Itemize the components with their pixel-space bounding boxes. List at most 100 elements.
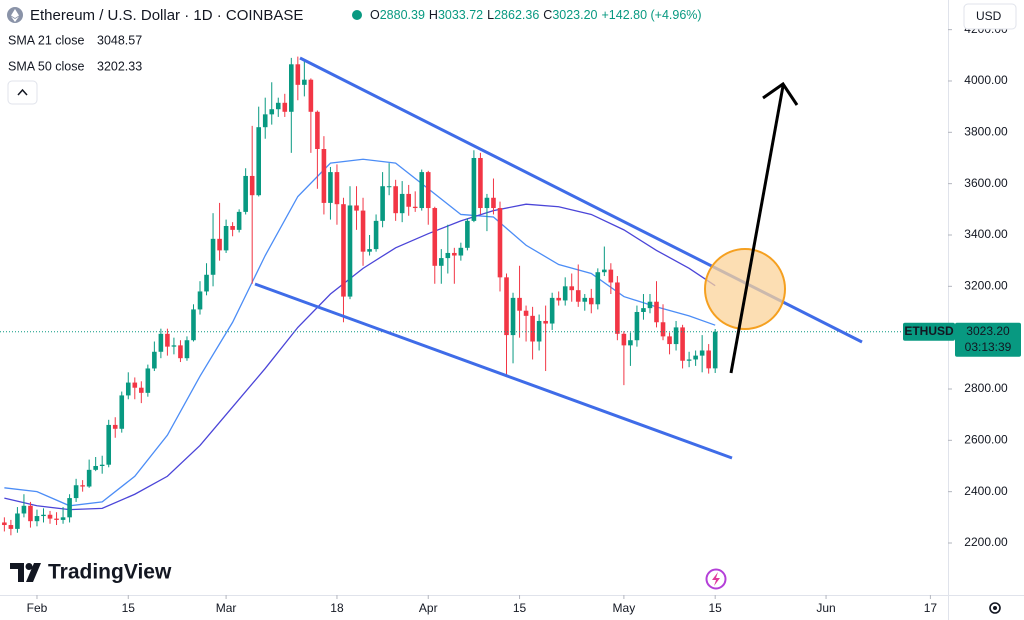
candle-body <box>275 102 281 110</box>
collapse-button[interactable] <box>7 80 38 105</box>
ohlc-label: H <box>429 8 438 22</box>
candle-body <box>634 311 640 341</box>
candle-body <box>191 309 196 341</box>
candle-body <box>465 220 470 248</box>
event-bolt <box>712 572 720 586</box>
candle-body <box>243 175 248 212</box>
candle-body <box>341 204 346 297</box>
brand-name: TradingView <box>48 561 172 584</box>
candle-body <box>530 315 535 342</box>
candle-body <box>34 516 40 522</box>
y-tick-label: 3600.00 <box>964 176 1008 190</box>
arrow-head <box>762 81 799 106</box>
candle-body <box>132 382 138 388</box>
indicator-legend: SMA 21 close 3048.57 SMA 50 close 3202.33 <box>8 33 142 73</box>
candle-body <box>86 469 92 487</box>
x-tick-label: Apr <box>419 601 438 615</box>
candle-body <box>478 157 483 209</box>
candle-body <box>295 64 301 85</box>
candle-body <box>569 286 575 291</box>
candle-body <box>602 269 607 273</box>
candle-body <box>217 238 222 251</box>
lower-trendline <box>254 282 733 460</box>
market-status-dot <box>352 10 362 20</box>
event-icon[interactable] <box>705 568 727 590</box>
candle-body <box>256 127 261 196</box>
candle-body <box>562 286 568 301</box>
symbol-title[interactable]: Ethereum / U.S. Dollar · 1D · COINBASE <box>30 7 303 24</box>
y-tick-label: 4000.00 <box>964 73 1008 87</box>
candle-body <box>680 327 685 361</box>
candle-body <box>686 359 692 361</box>
candle-body <box>458 247 464 256</box>
ethereum-glyph <box>11 9 19 22</box>
candle-body <box>230 226 235 230</box>
sma-line <box>4 158 716 507</box>
candle-body <box>380 186 385 221</box>
x-tick-label: 15 <box>709 601 723 615</box>
x-tick-label: 15 <box>513 601 527 615</box>
candle-body <box>360 210 366 252</box>
candle-body <box>334 172 340 205</box>
currency-label: USD <box>976 9 1002 23</box>
candle-body <box>347 205 353 297</box>
ohlc-values: O2880.39 H3033.72 L2862.36 C3023.20 +142.80 … <box>370 8 702 22</box>
candle-body <box>615 282 620 334</box>
ohlc-label: C <box>543 8 552 22</box>
candle-body <box>628 340 633 346</box>
x-tick-label: Jun <box>816 601 835 615</box>
settings-icon[interactable] <box>989 602 1001 614</box>
candle-body <box>667 336 672 345</box>
x-tick-label: May <box>613 601 636 615</box>
candle-body <box>438 258 444 266</box>
candle-body <box>504 277 509 336</box>
candle-body <box>184 340 190 359</box>
candle-body <box>543 320 548 324</box>
candle-body <box>145 368 151 393</box>
candle-body <box>412 206 418 209</box>
candle-body <box>432 208 438 266</box>
candle-body <box>204 274 209 292</box>
price-tag-label: 3023.20 <box>966 324 1010 338</box>
candle-body <box>328 172 333 203</box>
candle-body <box>308 79 314 112</box>
ohlc-value: 3033.72 <box>438 8 483 22</box>
candle-body <box>419 172 425 209</box>
y-tick-label: 2400.00 <box>964 484 1008 498</box>
candle-body <box>425 172 431 209</box>
candle-body <box>575 290 581 302</box>
candle-body <box>269 109 275 115</box>
candle-body <box>28 505 33 522</box>
ohlc-label: O <box>370 8 380 22</box>
y-tick-label: 2800.00 <box>964 381 1008 395</box>
candle-body <box>712 331 718 369</box>
settings-icon-center <box>993 606 997 610</box>
axes: 2200.002400.002600.002800.003000.003200.… <box>27 22 1021 615</box>
candle-body <box>399 193 405 214</box>
candle-body <box>8 525 14 529</box>
candle-body <box>236 211 242 230</box>
legend-value: 3202.33 <box>97 59 142 73</box>
candle-body <box>302 79 307 85</box>
currency-button[interactable] <box>963 3 1017 30</box>
candle-body <box>406 193 411 207</box>
candle-body <box>67 498 72 518</box>
candle-body <box>119 395 125 429</box>
candle-body <box>47 514 53 519</box>
candle-body <box>471 157 477 221</box>
legend-value: 3048.57 <box>97 33 142 47</box>
candle-body <box>484 197 490 209</box>
candle-body <box>373 220 379 250</box>
candle-body <box>165 333 170 347</box>
symbol-tag <box>903 322 955 341</box>
candle-body <box>197 291 203 310</box>
arrow-shaft <box>729 85 785 374</box>
ohlc-value: 3023.20 <box>552 8 597 22</box>
candle-body <box>2 522 7 526</box>
candle-body <box>125 382 131 396</box>
candle-body <box>139 387 144 393</box>
candle-body <box>647 301 653 309</box>
countdown-label: 03:13:39 <box>965 340 1012 354</box>
x-tick-label: Mar <box>216 601 237 615</box>
candle-body <box>673 327 679 345</box>
